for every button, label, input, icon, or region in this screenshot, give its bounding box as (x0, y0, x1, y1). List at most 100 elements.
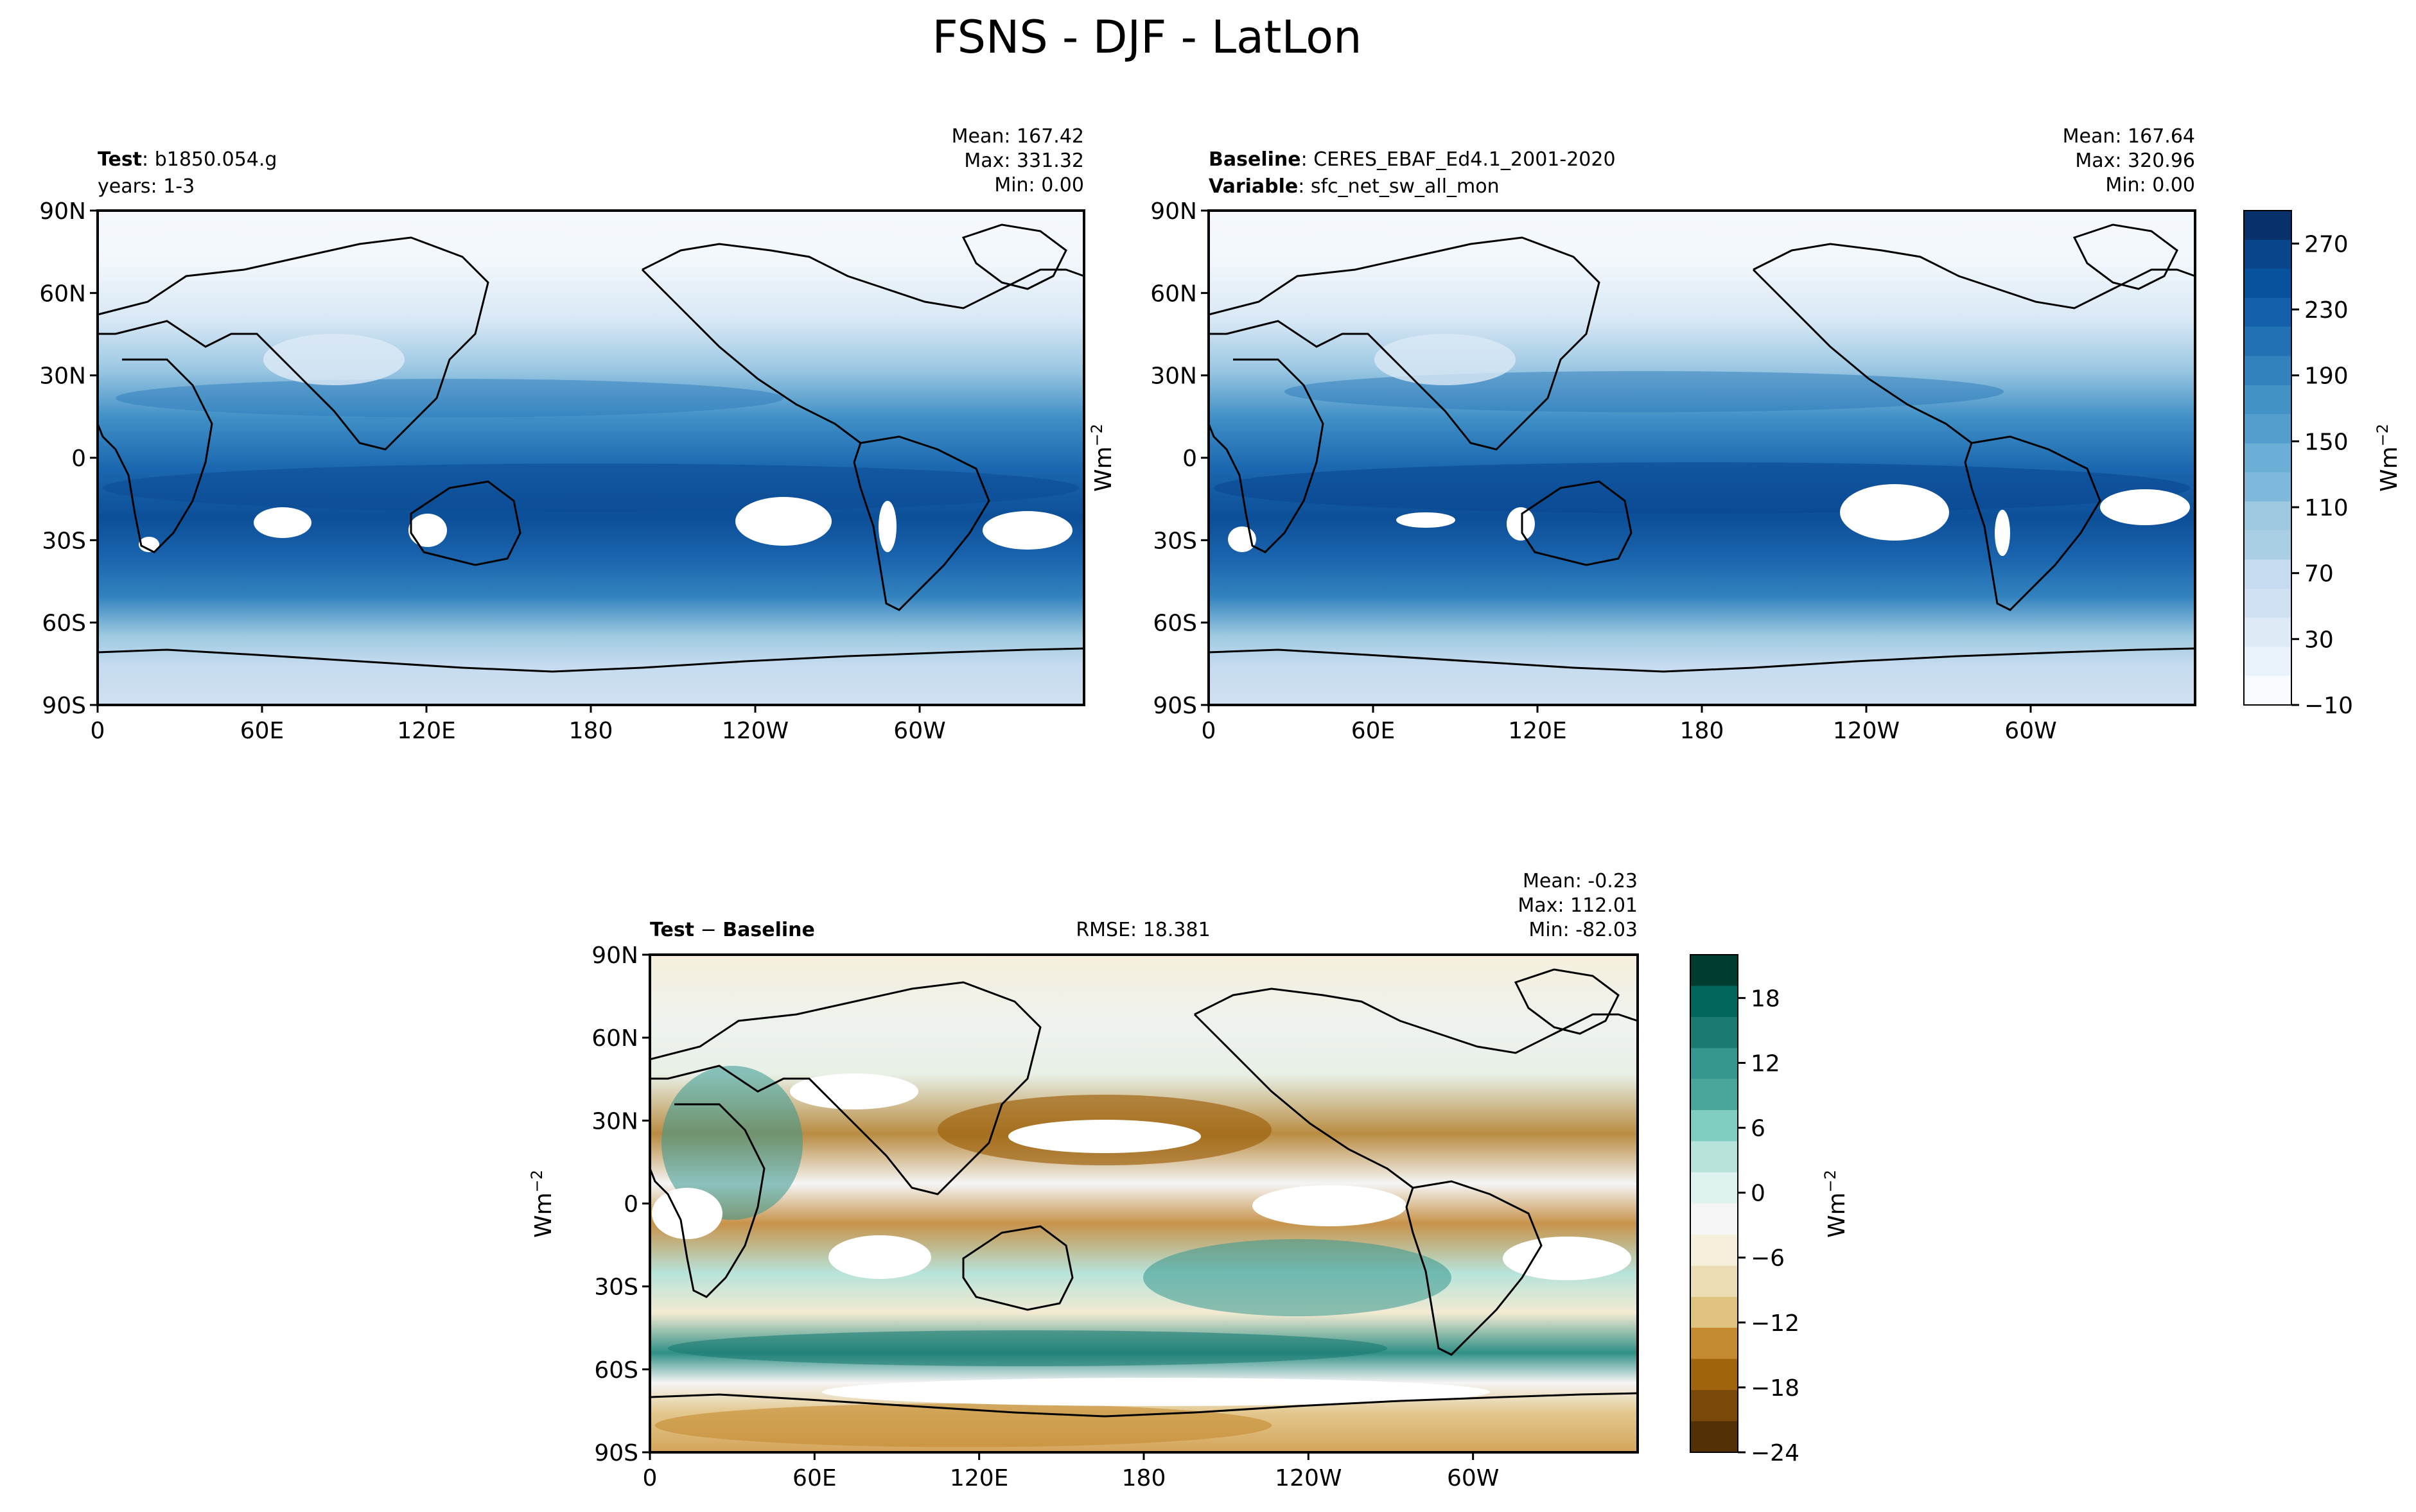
test-coast-eurasia (97, 236, 489, 451)
diff-coast-north-america (1193, 987, 1638, 1189)
baseline-band-north-subtropics (1284, 371, 2004, 412)
panel-test: Test: b1850.054.g years: 1-3 Mean: 167.4… (39, 125, 1085, 744)
baseline-mask-australia-west (1507, 507, 1535, 541)
x-tick-label: 60E (1351, 718, 1396, 744)
test-arid-patch (263, 334, 405, 385)
baseline-variable: Variable: sfc_net_sw_all_mon (1209, 175, 1500, 198)
y-tick-label: 60N (1150, 281, 1197, 307)
x-tick-label: 120W (722, 718, 789, 744)
x-tick-label: 120E (950, 1465, 1008, 1491)
y-tick-label: 60S (594, 1357, 638, 1384)
colorbar-tick-label: 0 (1751, 1181, 1765, 1207)
colorbar-tick-label: 110 (2304, 495, 2349, 521)
baseline-coast-eurasia (1208, 236, 1600, 451)
colorbar-diff: −24 −18 −12 −6 0 6 12 18 Wm−2 (1690, 954, 1850, 1466)
colorbar-top-label: Wm−2 (2374, 424, 2403, 492)
colorbar-tick-label: 270 (2304, 231, 2349, 257)
colorbar-tick-label: 230 (2304, 297, 2349, 324)
diff-mask-north-pacific (1008, 1120, 1201, 1153)
test-min: Min: 0.00 (994, 174, 1084, 196)
y-tick-label: 60N (591, 1025, 638, 1052)
baseline-min: Min: 0.00 (2105, 174, 2195, 196)
colorbar-tick-label: −18 (1751, 1375, 1799, 1402)
colorbar-tick-label: −24 (1751, 1440, 1799, 1466)
baseline-ylabel-sup: −2 (1088, 424, 1106, 446)
y-tick-label: 90S (594, 1440, 638, 1466)
colorbar-diff-label: Wm−2 (1821, 1170, 1850, 1238)
y-tick-label: 30N (39, 363, 86, 390)
y-tick-label: 30N (591, 1108, 638, 1134)
diff-ylabel-sup: −2 (528, 1170, 546, 1192)
diff-mean: Mean: -0.23 (1523, 870, 1638, 892)
diff-coast-south-america (1405, 1180, 1543, 1356)
diff-mask-southern-ocean (822, 1378, 1490, 1406)
colorbar-tick-label: 12 (1751, 1050, 1780, 1077)
baseline-band-tropics (1214, 462, 2190, 514)
test-label-bold: Test (98, 148, 142, 171)
y-tick-label: 90S (42, 693, 86, 719)
baseline-mean: Mean: 167.64 (2063, 125, 2195, 148)
colorbar-top-bar (2243, 210, 2292, 706)
colorbar-tick-label: 190 (2304, 363, 2349, 390)
y-tick-label: 30S (1153, 528, 1197, 554)
diff-max: Max: 112.01 (1518, 894, 1638, 917)
colorbar-top: −10 30 70 110 150 190 230 270 Wm−2 (2243, 210, 2403, 719)
x-tick-label: 120E (397, 718, 455, 744)
diff-coastlines (649, 968, 1638, 1418)
colorbar-tick-label: −10 (2304, 693, 2353, 719)
y-tick-label: 0 (71, 446, 86, 472)
colorbar-tick-label: 70 (2304, 561, 2334, 587)
x-tick-label: 120W (1275, 1465, 1342, 1491)
diff-label-sep: − (694, 919, 722, 941)
baseline-variable-bold: Variable (1209, 175, 1298, 198)
test-coast-north-america (641, 243, 1085, 444)
colorbar-tick-label: −6 (1751, 1246, 1785, 1272)
diff-coast-africa (649, 1103, 766, 1298)
baseline-mask-atlantic (2100, 489, 2190, 525)
baseline-label-sep: : (1301, 148, 1314, 171)
colorbar-diff-bar (1690, 954, 1738, 1453)
figure-title: FSNS - DJF - LatLon (932, 11, 1362, 64)
x-tick-label: 60W (893, 718, 945, 744)
baseline-axis-ticks: 0 60E 120E 180 120W 60W 90N 60N 30N 0 30S 60S 90S (1150, 198, 2056, 744)
colorbar-diff-label-sup: −2 (1821, 1170, 1839, 1192)
colorbar-tick-label: −12 (1751, 1310, 1799, 1337)
x-tick-label: 0 (1202, 718, 1216, 744)
baseline-label-value: CERES_EBAF_Ed4.1_2001-2020 (1313, 148, 1615, 171)
baseline-coast-south-america (1964, 435, 2101, 611)
x-tick-label: 180 (1122, 1465, 1166, 1491)
test-map-field (98, 211, 1084, 705)
diff-mask-indian (828, 1235, 931, 1279)
x-tick-label: 180 (569, 718, 613, 744)
baseline-variable-sep: : (1298, 175, 1311, 198)
test-mask-australia-west (408, 514, 447, 547)
diff-label-bold: Test (650, 919, 694, 941)
diff-coast-eurasia (649, 981, 1042, 1195)
test-years: years: 1-3 (98, 175, 195, 198)
baseline-mask-south-america (1995, 510, 2010, 556)
baseline-map-features (1214, 334, 2190, 556)
diff-band-southern-ocean-teal (668, 1330, 1387, 1366)
test-band-north-subtropics (116, 379, 783, 417)
diff-band-south-pacific-teal (1143, 1239, 1451, 1316)
diff-coast-antarctica (649, 1392, 1638, 1418)
x-tick-label: 60W (2004, 718, 2056, 744)
test-label-sep: : (142, 148, 155, 171)
diff-mask-south-atlantic (1503, 1237, 1631, 1280)
x-tick-label: 0 (643, 1465, 658, 1491)
test-mask-africa-south (139, 537, 159, 552)
y-tick-label: 30S (42, 528, 86, 554)
y-tick-label: 60S (1153, 611, 1197, 637)
test-coastlines (96, 223, 1085, 673)
y-tick-label: 90N (1150, 198, 1197, 225)
colorbar-tick-label: 18 (1751, 986, 1780, 1012)
diff-mask-atlantic (652, 1188, 722, 1239)
colorbar-tick-label: 30 (2304, 627, 2334, 653)
test-label: Test: b1850.054.g (98, 148, 277, 171)
test-max: Max: 331.32 (964, 150, 1084, 172)
diff-ylabel-base: Wm (530, 1192, 557, 1238)
test-band-tropics (103, 464, 1079, 512)
diff-mask-east-pacific (1252, 1185, 1406, 1226)
test-coast-greenland (961, 223, 1067, 290)
baseline-coast-africa (1207, 358, 1324, 553)
